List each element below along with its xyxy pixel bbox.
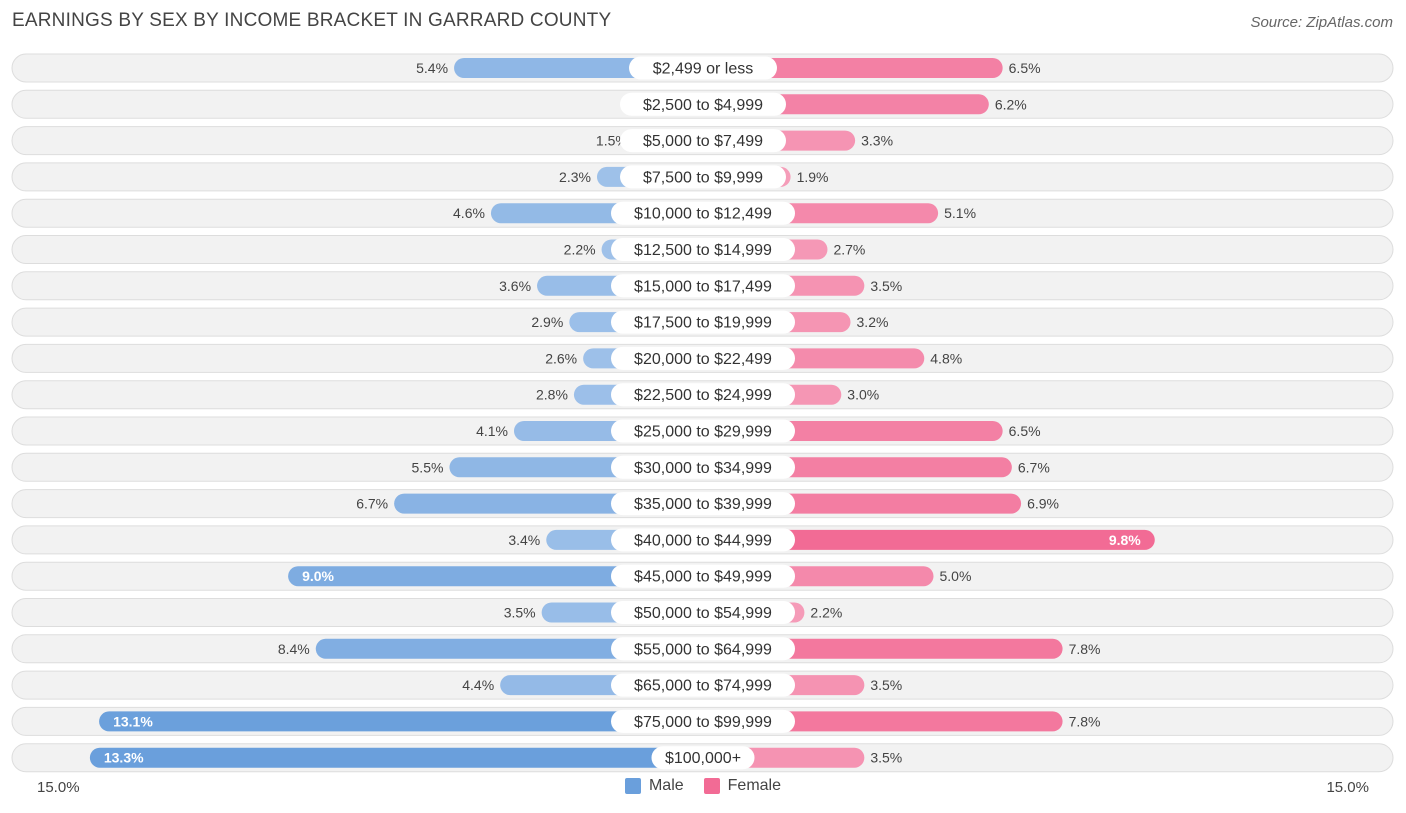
category-label: $45,000 to $49,999 <box>634 569 772 586</box>
legend-item-male: Male <box>624 777 684 795</box>
category-label-bg <box>629 56 777 80</box>
category-label-bg <box>611 709 795 733</box>
category-label-bg <box>611 601 795 624</box>
male-bar <box>99 711 704 732</box>
category-label-bg <box>620 92 786 116</box>
category-label-bg <box>651 746 755 770</box>
category-label: $20,000 to $22,499 <box>634 351 772 368</box>
male-value-label: 9.0% <box>302 568 334 584</box>
male-value-label: 4.1% <box>476 423 508 439</box>
category-label-bg <box>611 528 795 552</box>
female-value-label: 6.2% <box>995 96 1027 112</box>
female-value-label: 6.7% <box>1018 459 1050 475</box>
female-bar <box>703 529 1155 550</box>
category-label: $10,000 to $12,499 <box>634 206 772 223</box>
male-value-label: 5.4% <box>416 60 448 76</box>
category-label-bg <box>611 673 795 697</box>
female-bar <box>703 58 1003 78</box>
category-label-bg <box>611 310 795 334</box>
category-label-bg <box>611 455 795 479</box>
female-value-label: 3.0% <box>847 387 879 403</box>
female-value-label: 6.5% <box>1009 60 1041 76</box>
category-label: $100,000+ <box>665 750 741 767</box>
category-label-bg <box>611 637 795 661</box>
male-value-label: 4.6% <box>453 205 485 221</box>
male-value-label: 2.3% <box>559 169 591 185</box>
legend-item-female: Female <box>703 777 782 795</box>
category-label: $17,500 to $19,999 <box>634 315 772 332</box>
category-label: $2,500 to $4,999 <box>643 97 763 114</box>
female-value-label: 3.5% <box>870 677 902 693</box>
category-label: $15,000 to $17,499 <box>634 278 772 295</box>
male-value-label: 13.3% <box>104 750 144 766</box>
male-value-label: 2.2% <box>564 242 596 258</box>
male-value-label: 2.6% <box>545 350 577 366</box>
female-value-label: 5.1% <box>944 205 976 221</box>
source-label: Source: ZipAtlas.com <box>1250 14 1393 31</box>
chart-plot: 5.4%6.5%$2,499 or less0.41%6.2%$2,500 to… <box>11 53 1394 773</box>
category-label: $50,000 to $54,999 <box>634 605 772 622</box>
male-value-label: 2.9% <box>531 314 563 330</box>
category-label-bg <box>611 564 795 588</box>
category-label-bg <box>620 165 786 189</box>
category-label: $25,000 to $29,999 <box>634 424 772 441</box>
chart-title: EARNINGS BY SEX BY INCOME BRACKET IN GAR… <box>12 10 612 31</box>
female-value-label: 4.8% <box>930 350 962 366</box>
female-value-label: 2.7% <box>833 242 865 258</box>
male-value-label: 3.4% <box>508 532 540 548</box>
category-label-bg <box>611 346 795 370</box>
category-label: $65,000 to $74,999 <box>634 678 772 695</box>
category-label: $75,000 to $99,999 <box>634 714 772 731</box>
male-bar <box>288 566 703 587</box>
legend-label-male: Male <box>648 777 684 794</box>
female-value-label: 3.5% <box>870 750 902 766</box>
category-label-bg <box>611 238 795 261</box>
male-value-label: 5.5% <box>412 459 444 475</box>
male-value-label: 13.1% <box>113 713 153 729</box>
female-value-label: 7.8% <box>1069 713 1101 729</box>
axis-right-label: 15.0% <box>1326 779 1369 796</box>
legend-swatch-male <box>624 778 641 794</box>
category-label-bg <box>611 274 795 298</box>
male-value-label: 3.5% <box>504 605 536 621</box>
female-value-label: 9.8% <box>1109 532 1141 548</box>
female-value-label: 6.9% <box>1027 496 1059 512</box>
category-label-bg <box>611 419 795 443</box>
female-value-label: 2.2% <box>810 605 842 621</box>
category-label: $55,000 to $64,999 <box>634 641 772 658</box>
female-value-label: 3.2% <box>857 314 889 330</box>
female-value-label: 7.8% <box>1069 641 1101 657</box>
category-label: $2,499 or less <box>653 61 754 78</box>
category-label: $30,000 to $34,999 <box>634 460 772 477</box>
category-label: $35,000 to $39,999 <box>634 496 772 513</box>
male-value-label: 6.7% <box>356 496 388 512</box>
legend: Male Female <box>0 777 1406 795</box>
category-label-bg <box>620 129 786 153</box>
male-value-label: 1.5% <box>596 133 628 149</box>
male-value-label: 8.4% <box>278 641 310 657</box>
female-value-label: 6.5% <box>1009 423 1041 439</box>
category-label: $22,500 to $24,999 <box>634 387 772 404</box>
category-label-bg <box>611 383 795 407</box>
category-label-bg <box>611 201 795 225</box>
legend-label-female: Female <box>727 777 782 794</box>
axis-left-label: 15.0% <box>37 779 80 796</box>
male-value-label: 2.8% <box>536 387 568 403</box>
female-value-label: 1.9% <box>797 169 829 185</box>
category-label: $40,000 to $44,999 <box>634 532 772 549</box>
category-label: $12,500 to $14,999 <box>634 242 772 259</box>
category-label: $7,500 to $9,999 <box>643 169 763 186</box>
legend-swatch-female <box>703 778 720 794</box>
category-label-bg <box>611 492 795 516</box>
female-value-label: 3.3% <box>861 133 893 149</box>
male-value-label: 4.4% <box>462 677 494 693</box>
male-bar <box>89 747 704 768</box>
female-value-label: 3.5% <box>870 278 902 294</box>
female-value-label: 5.0% <box>940 568 972 584</box>
male-value-label: 3.6% <box>499 278 531 294</box>
male-bar <box>315 638 703 659</box>
category-label: $5,000 to $7,499 <box>643 133 763 150</box>
